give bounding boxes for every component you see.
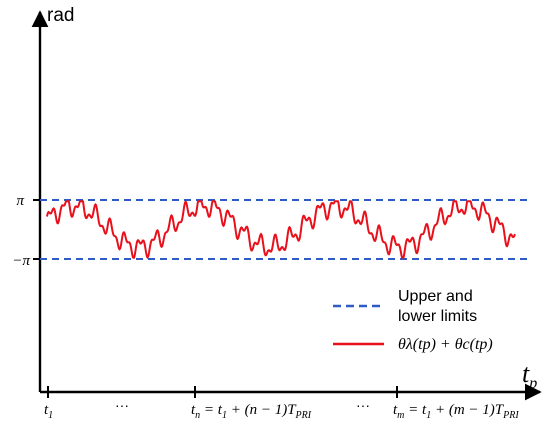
y-tick-label-pi: π — [16, 193, 24, 209]
x-tick-dots-1: ··· — [115, 397, 129, 413]
signal-curve — [46, 200, 516, 259]
x-tick-label-tm: tm = t1 + (m − 1)TPRI — [393, 402, 519, 421]
x-axis-label-subscript: p — [528, 375, 537, 392]
y-tick-label-neg-pi: −π — [12, 253, 30, 269]
x-axis-label: tp — [522, 359, 537, 392]
x-tick-label-tn: tn = t1 + (n − 1)TPRI — [191, 402, 312, 421]
legend-limits-label-line1: Upper and — [398, 288, 473, 305]
y-axis-label: rad — [47, 5, 74, 26]
x-tick-dots-2: ··· — [356, 397, 370, 413]
legend-signal-label: θλ(tp) + θc(tp) — [398, 336, 493, 353]
x-tick-label-t1: t1 — [44, 402, 53, 421]
legend-limits-label-line2: lower limits — [398, 308, 477, 325]
